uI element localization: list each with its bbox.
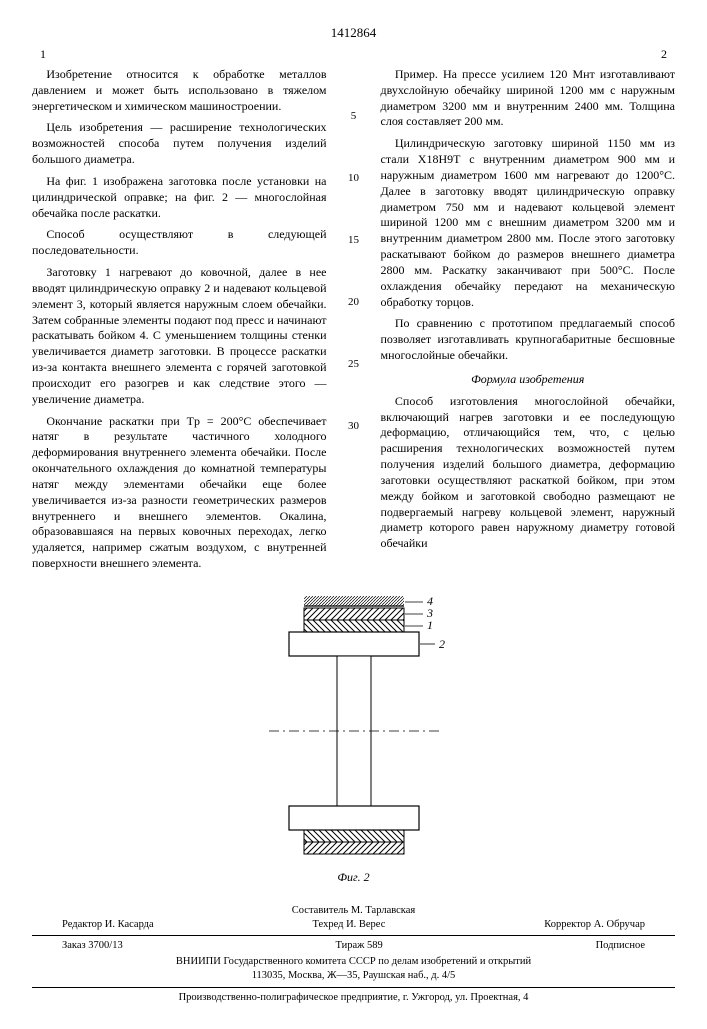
para: Цилиндрическую заготовку шириной 1150 мм…: [381, 136, 676, 310]
line-mark: 15: [348, 233, 359, 248]
compiler-label: Составитель: [292, 905, 348, 916]
text-columns: Изобретение относится к обработке металл…: [32, 67, 675, 578]
col-num-left: 1: [40, 47, 46, 63]
figure-svg: 4 3 1 2: [259, 596, 449, 866]
right-column: Пример. На прессе усилием 120 Мнт изгота…: [381, 67, 676, 578]
para: Способ осуществляют в следующей последов…: [32, 227, 327, 259]
line-mark: 10: [348, 171, 359, 186]
order: Заказ 3700/13: [62, 939, 123, 953]
corrector: Корректор А. Обручар: [544, 918, 645, 932]
para: Окончание раскатки при Tр = 200°C обеспе…: [32, 414, 327, 572]
credits-row: Редактор И. Касарда Техред И. Верес Корр…: [32, 918, 675, 932]
line-mark: 25: [348, 357, 359, 372]
para: Заготовку 1 нагревают до ковочной, далее…: [32, 265, 327, 407]
line-mark: 20: [348, 295, 359, 310]
patent-number: 1412864: [32, 24, 675, 41]
line-mark: 30: [348, 419, 359, 434]
col-num-right: 2: [661, 47, 667, 63]
figure-label: Фиг. 2: [259, 870, 449, 886]
compiler-line: Составитель М. Тарлавская: [32, 904, 675, 918]
figure-2: 4 3 1 2 Фиг. 2: [259, 596, 449, 886]
line-mark: 5: [351, 109, 357, 124]
printer-line: Производственно-полиграфическое предприя…: [32, 991, 675, 1005]
line-number-gutter: 5 10 15 20 25 30: [345, 67, 363, 578]
imprint-footer: Составитель М. Тарлавская Редактор И. Ка…: [32, 904, 675, 1005]
org-line: ВНИИПИ Государственного комитета СССР по…: [32, 955, 675, 969]
tirazh: Тираж 589: [335, 939, 382, 953]
left-column: Изобретение относится к обработке металл…: [32, 67, 327, 578]
para: На фиг. 1 изображена заготовка после уст…: [32, 174, 327, 221]
para: Изобретение относится к обработке металл…: [32, 67, 327, 114]
para: По сравнению с прототипом предлагаемый с…: [381, 316, 676, 363]
editor: Редактор И. Касарда: [62, 918, 154, 932]
callout-2: 2: [439, 637, 445, 651]
callout-1: 1: [427, 618, 433, 632]
compiler-name: М. Тарлавская: [351, 905, 415, 916]
column-numbers: 1 2: [32, 47, 675, 63]
org-address: 113035, Москва, Ж—35, Раушская наб., д. …: [32, 969, 675, 983]
tech-editor: Техред И. Верес: [313, 918, 386, 932]
para: Цель изобретения — расширение технологич…: [32, 120, 327, 167]
formula-title: Формула изобретения: [381, 372, 676, 388]
para: Способ изготовления многослойной обечайк…: [381, 394, 676, 552]
para: Пример. На прессе усилием 120 Мнт изгота…: [381, 67, 676, 130]
subscription: Подписное: [596, 939, 645, 953]
order-row: Заказ 3700/13 Тираж 589 Подписное: [32, 939, 675, 953]
